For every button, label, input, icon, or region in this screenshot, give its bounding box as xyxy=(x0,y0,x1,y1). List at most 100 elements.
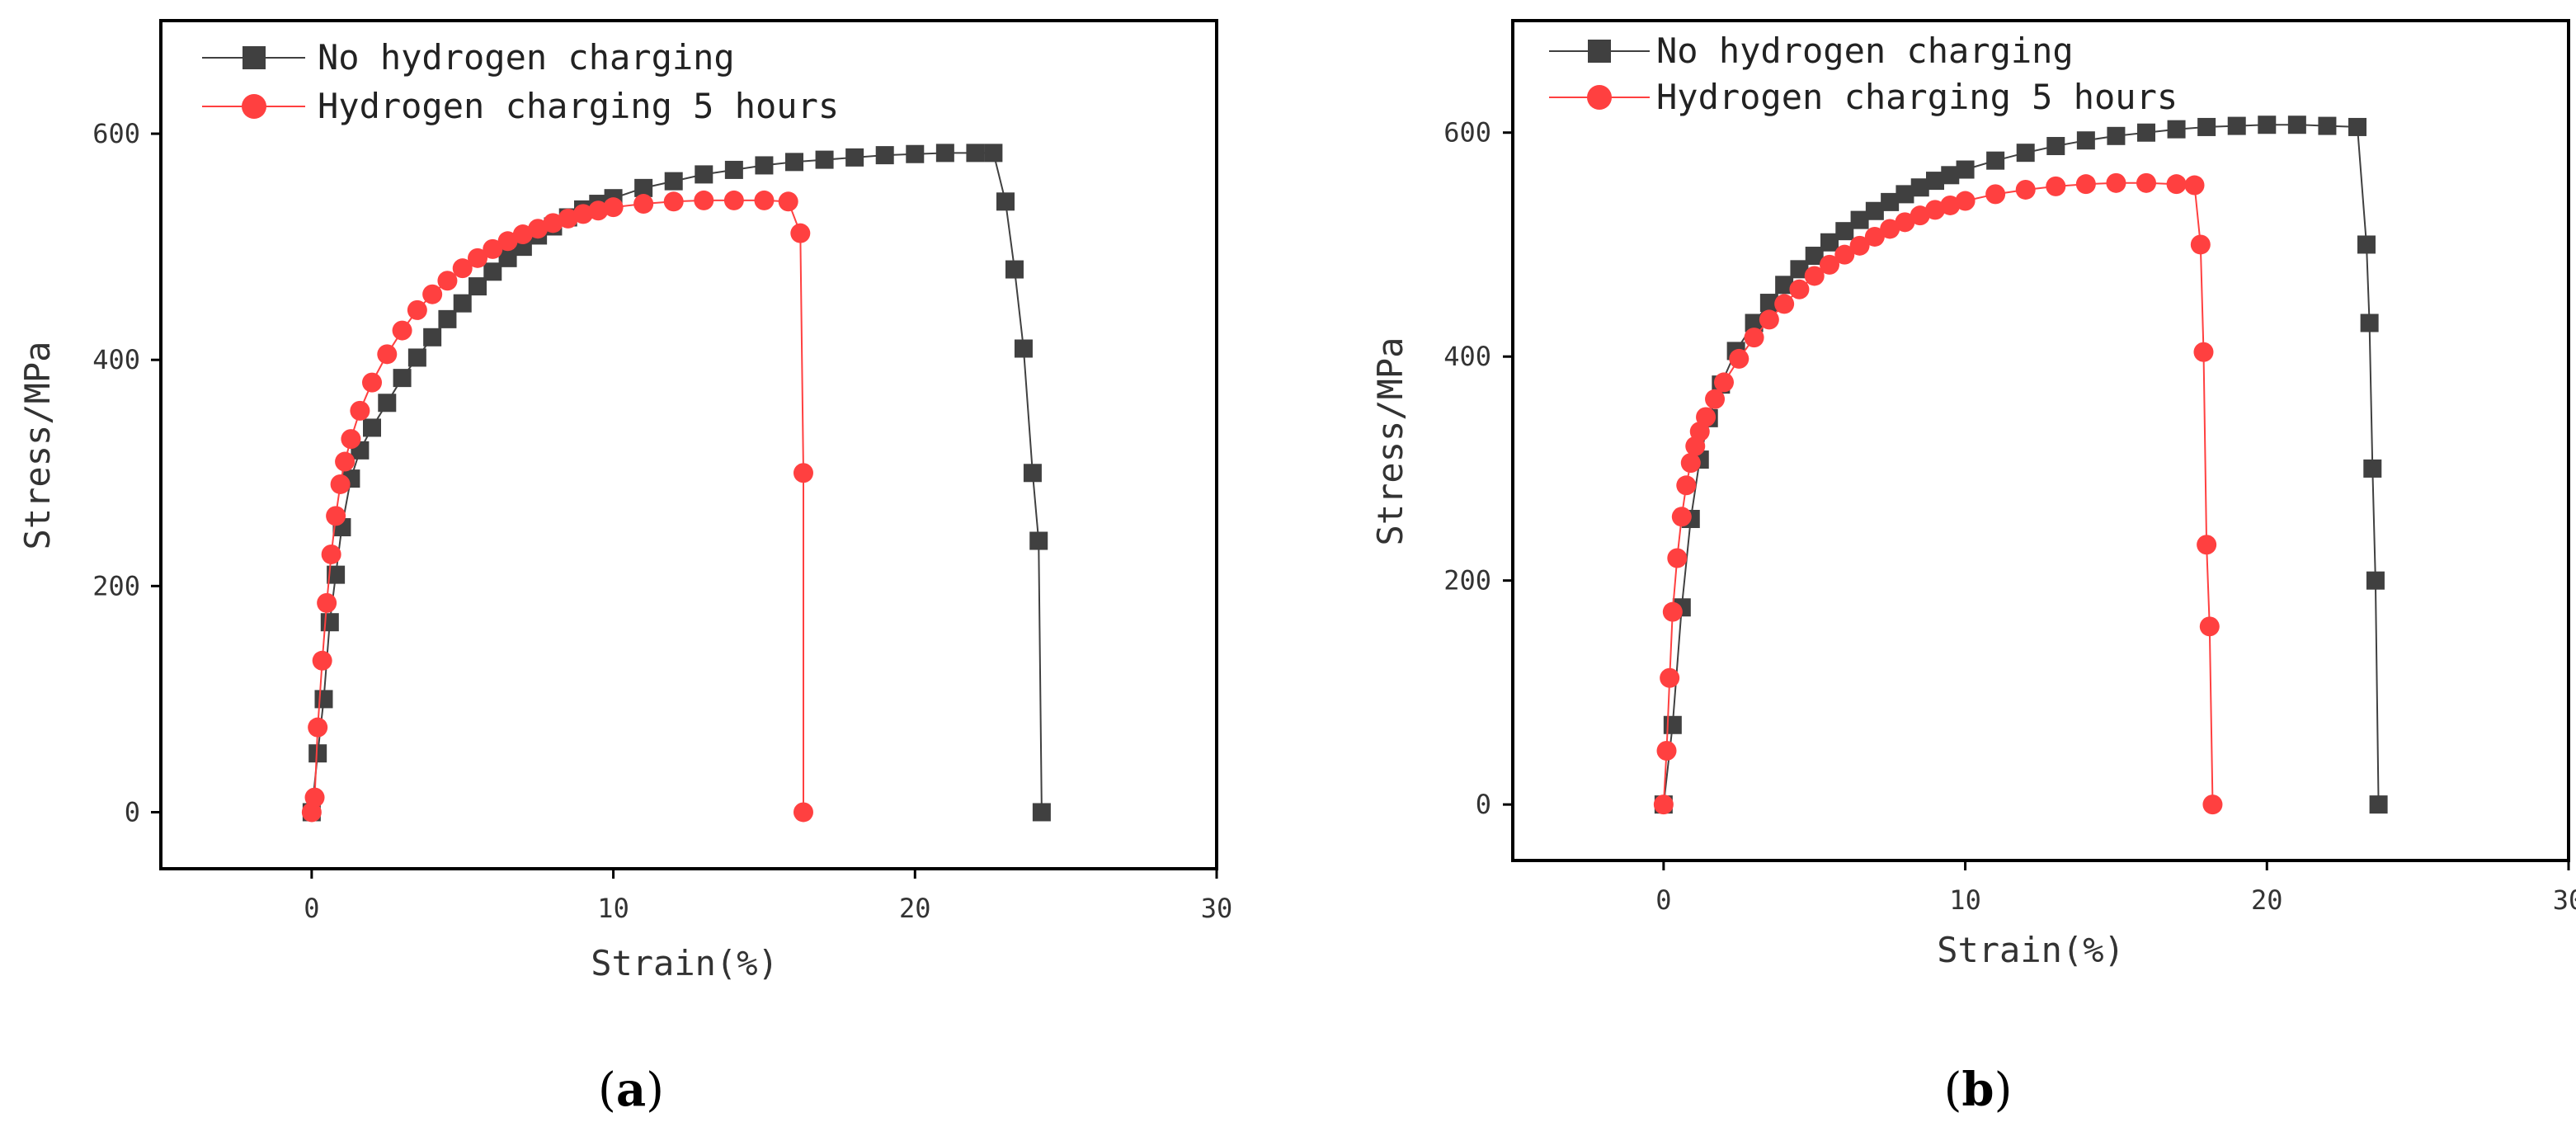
data-point xyxy=(966,144,985,163)
data-point xyxy=(1729,348,1750,369)
data-point xyxy=(695,165,713,184)
data-point xyxy=(634,178,653,197)
data-point xyxy=(2166,174,2187,195)
data-point xyxy=(1865,201,1884,220)
series-line xyxy=(1662,182,2214,805)
data-point xyxy=(2258,116,2277,134)
data-point xyxy=(317,592,337,613)
data-point xyxy=(1925,200,1945,220)
data-point xyxy=(341,429,361,450)
data-point xyxy=(314,690,333,709)
data-point xyxy=(2184,175,2205,196)
x-tick-label: 10 xyxy=(1949,884,1981,916)
data-point xyxy=(1940,195,1961,215)
data-point xyxy=(2287,116,2306,134)
data-point xyxy=(330,474,351,494)
legend: No hydrogen charging Hydrogen charging 5… xyxy=(202,37,839,126)
data-point xyxy=(1745,314,1764,332)
data-point xyxy=(2202,794,2223,815)
panel-label-a: (a) xyxy=(598,1063,664,1117)
caption-letter: a xyxy=(616,1063,646,1117)
data-point xyxy=(377,344,398,365)
data-point xyxy=(1835,222,1854,241)
legend-label: No hydrogen charging xyxy=(318,37,735,78)
data-point xyxy=(778,191,798,212)
y-tick-label: 600 xyxy=(1443,117,1491,149)
data-point xyxy=(1850,210,1869,229)
data-point xyxy=(2363,459,2382,478)
data-point xyxy=(1759,309,1779,330)
data-point xyxy=(2167,120,2186,139)
data-point xyxy=(1653,794,1674,815)
tick-layer: 0 10 20 30 0 200 400 600 xyxy=(92,118,1232,924)
y-tick-label: 400 xyxy=(1443,341,1491,372)
data-point xyxy=(793,802,813,823)
data-point xyxy=(2193,342,2214,362)
data-point xyxy=(2016,144,2035,163)
data-point xyxy=(2227,116,2246,135)
data-point xyxy=(1880,219,1900,239)
data-point xyxy=(422,284,443,304)
data-point xyxy=(793,463,813,483)
y-tick-label: 400 xyxy=(92,344,140,375)
series-layer xyxy=(301,144,1051,823)
data-point xyxy=(483,238,503,259)
data-point xyxy=(2106,172,2126,193)
data-point xyxy=(326,506,346,526)
series-layer xyxy=(1653,116,2388,815)
data-point xyxy=(2046,137,2065,156)
data-point xyxy=(1005,260,1024,279)
data-point xyxy=(301,802,322,823)
data-point xyxy=(1804,266,1825,286)
data-point xyxy=(1680,453,1701,474)
data-point xyxy=(468,248,487,268)
chart-panel-a: 0 10 20 30 0 200 400 600 Strain(%) Stress/MPa N… xyxy=(17,19,1232,983)
data-point xyxy=(2046,176,2066,196)
data-point xyxy=(845,148,864,167)
data-point xyxy=(2015,179,2036,200)
x-tick-label: 30 xyxy=(1201,893,1233,924)
data-point xyxy=(588,200,609,221)
data-point xyxy=(392,320,412,341)
data-point xyxy=(335,451,356,472)
panel-label-b: (b) xyxy=(1944,1063,2013,1117)
data-point xyxy=(350,400,370,421)
data-point xyxy=(1986,151,2005,170)
data-point xyxy=(407,348,426,367)
x-tick-label: 0 xyxy=(1655,884,1671,916)
data-point xyxy=(362,372,382,393)
data-point xyxy=(469,277,487,296)
x-axis-title: Strain(%) xyxy=(591,943,779,983)
data-point xyxy=(308,717,328,738)
data-point xyxy=(2197,117,2216,136)
x-axis-title: Strain(%) xyxy=(1937,930,2125,970)
data-point xyxy=(320,613,339,632)
data-point xyxy=(996,192,1015,211)
data-point xyxy=(694,190,714,210)
data-point xyxy=(1789,279,1810,299)
tick-layer: 0 10 20 30 0 200 400 600 xyxy=(1443,117,2576,916)
x-tick-label: 10 xyxy=(597,893,629,924)
data-point xyxy=(785,153,803,172)
data-point xyxy=(1705,389,1726,409)
legend-entry: No hydrogen charging xyxy=(202,37,735,78)
legend-entry: No hydrogen charging xyxy=(1549,31,2074,71)
data-point xyxy=(1775,276,1794,295)
series-line xyxy=(310,199,804,813)
data-point xyxy=(423,328,442,347)
data-point xyxy=(438,309,457,328)
data-point xyxy=(1667,548,1688,568)
data-point xyxy=(407,299,427,320)
data-point xyxy=(2197,535,2217,555)
data-point xyxy=(603,197,624,218)
data-point xyxy=(543,213,563,233)
data-point xyxy=(633,194,654,215)
chart-panel-b: 0 10 20 30 0 200 400 600 Strain(%) Stress/MPa N… xyxy=(1370,19,2576,970)
data-point xyxy=(2318,116,2337,135)
data-point xyxy=(1910,205,1930,226)
legend-label: No hydrogen charging xyxy=(1656,31,2074,71)
data-point xyxy=(1834,244,1855,265)
data-point xyxy=(1023,464,1042,483)
plot-frame xyxy=(1511,19,2570,862)
legend-label: Hydrogen charging 5 hours xyxy=(1656,77,2178,117)
